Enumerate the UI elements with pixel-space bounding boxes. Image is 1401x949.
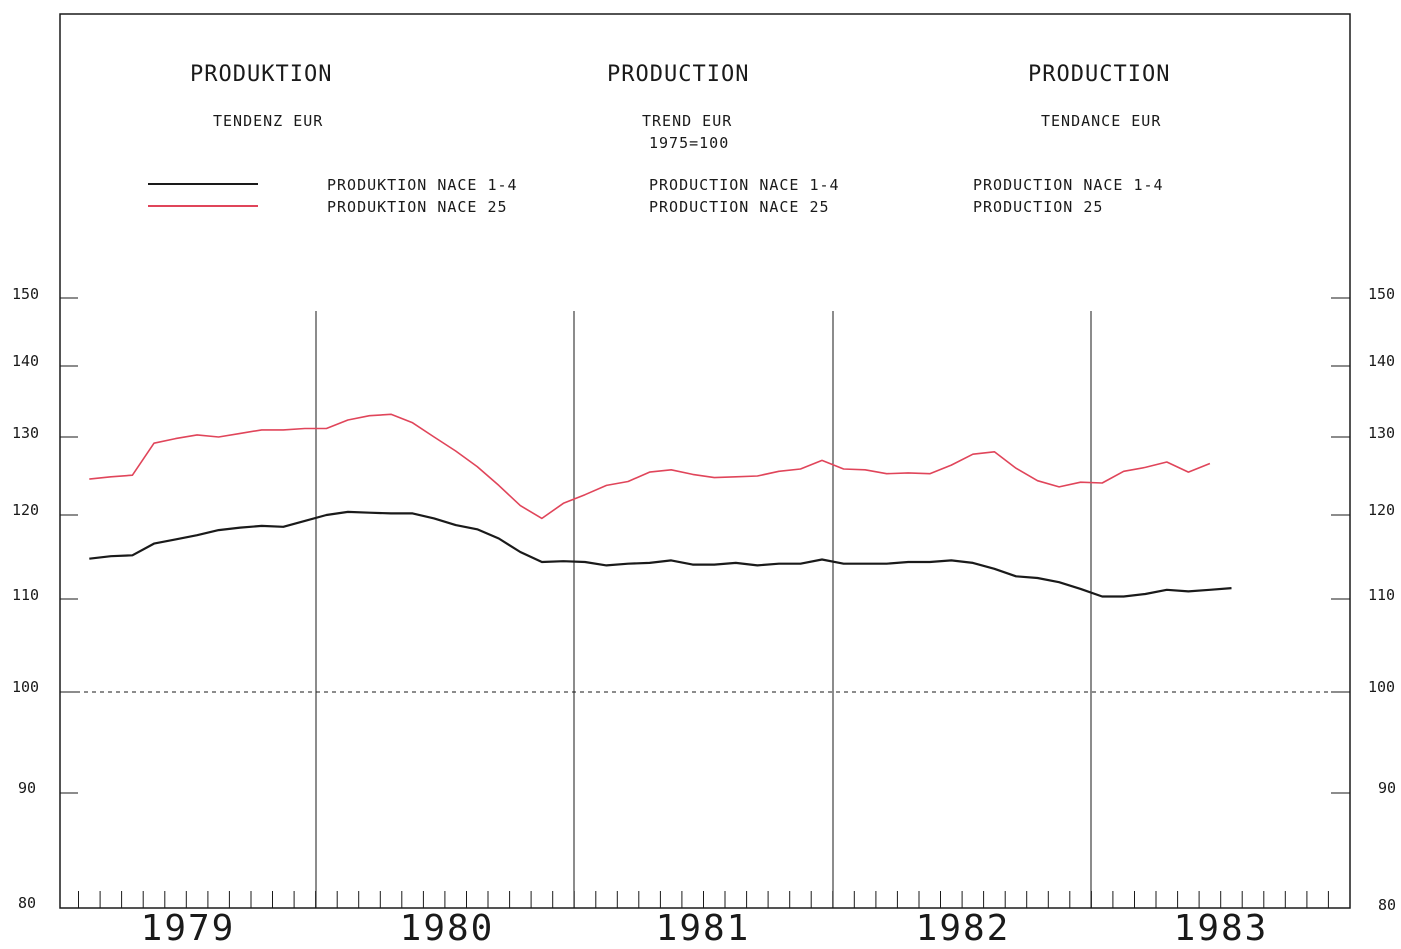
legend-en-nace25: PRODUCTION NACE 25 (649, 196, 830, 218)
ytick-left-80: 80 (18, 894, 58, 912)
ytick-right-130: 130 (1368, 424, 1401, 442)
legend-en-nace14: PRODUCTION NACE 1-4 (649, 174, 840, 196)
subtitle-en: TREND EUR (642, 112, 732, 130)
legend-de-nace25: PRODUKTION NACE 25 (327, 196, 508, 218)
ytick-left-100: 100 (12, 678, 52, 696)
ytick-right-140: 140 (1368, 352, 1401, 370)
ytick-left-130: 130 (12, 424, 52, 442)
year-divider-lines (316, 311, 1091, 908)
ytick-right-120: 120 (1368, 501, 1401, 519)
legend-fr-nace14: PRODUCTION NACE 1-4 (973, 174, 1164, 196)
xlabel-1979: 1979 (98, 908, 278, 949)
legend-fr-nace25: PRODUCTION 25 (973, 196, 1103, 218)
title-fr: PRODUCTION (1028, 62, 1170, 87)
legend-swatch-nace25 (148, 205, 258, 207)
ytick-left-110: 110 (12, 586, 52, 604)
ytick-right-80: 80 (1378, 896, 1401, 914)
ytick-right-100: 100 (1368, 678, 1401, 696)
xlabel-1982: 1982 (873, 908, 1053, 949)
title-de: PRODUKTION (190, 62, 332, 87)
month-tick-marks (79, 891, 1329, 908)
ytick-right-90: 90 (1378, 779, 1401, 797)
xlabel-1981: 1981 (613, 908, 793, 949)
subtitle-fr: TENDANCE EUR (1041, 112, 1161, 130)
title-en: PRODUCTION (607, 62, 749, 87)
ytick-right-150: 150 (1368, 285, 1401, 303)
legend-swatch-nace14 (148, 183, 258, 185)
subtitle-de: TENDENZ EUR (213, 112, 323, 130)
ytick-left-140: 140 (12, 352, 52, 370)
ytick-left-90: 90 (18, 779, 58, 797)
ytick-right-110: 110 (1368, 586, 1401, 604)
right-tick-marks (1331, 298, 1350, 793)
xlabel-1983: 1983 (1131, 908, 1311, 949)
left-tick-marks (60, 298, 78, 793)
ytick-left-120: 120 (12, 501, 52, 519)
legend-de-nace14: PRODUKTION NACE 1-4 (327, 174, 518, 196)
series-line-nace25 (89, 414, 1210, 518)
base-year-label: 1975=100 (649, 134, 729, 152)
series-layer (89, 414, 1231, 596)
ytick-left-150: 150 (12, 285, 52, 303)
series-line-nace14 (89, 512, 1231, 597)
xlabel-1980: 1980 (357, 908, 537, 949)
